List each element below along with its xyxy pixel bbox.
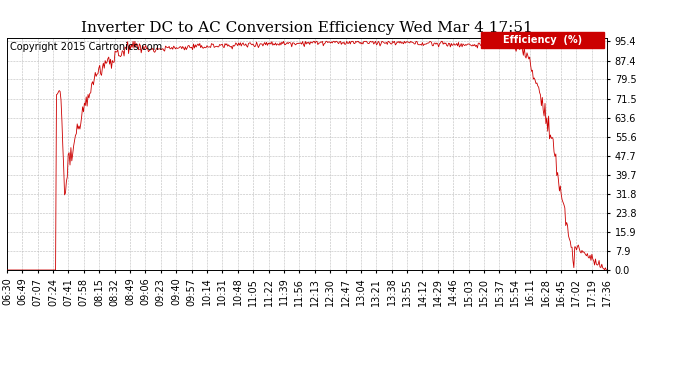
Title: Inverter DC to AC Conversion Efficiency Wed Mar 4 17:51: Inverter DC to AC Conversion Efficiency …: [81, 21, 533, 35]
Text: Efficiency  (%): Efficiency (%): [503, 35, 582, 45]
Text: Copyright 2015 Cartronics.com: Copyright 2015 Cartronics.com: [10, 42, 162, 52]
Bar: [481, 32, 604, 48]
